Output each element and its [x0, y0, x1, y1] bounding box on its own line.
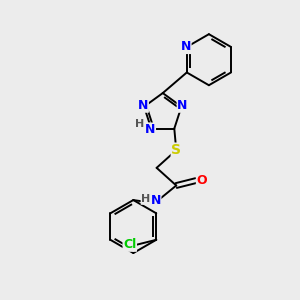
Text: H: H [141, 194, 151, 204]
Text: O: O [196, 174, 207, 187]
Text: S: S [171, 143, 181, 157]
Text: N: N [181, 40, 191, 53]
Text: N: N [151, 194, 161, 207]
Text: N: N [145, 123, 155, 136]
Text: N: N [138, 99, 148, 112]
Text: N: N [177, 99, 188, 112]
Text: H: H [135, 119, 144, 129]
Text: Cl: Cl [123, 238, 136, 251]
